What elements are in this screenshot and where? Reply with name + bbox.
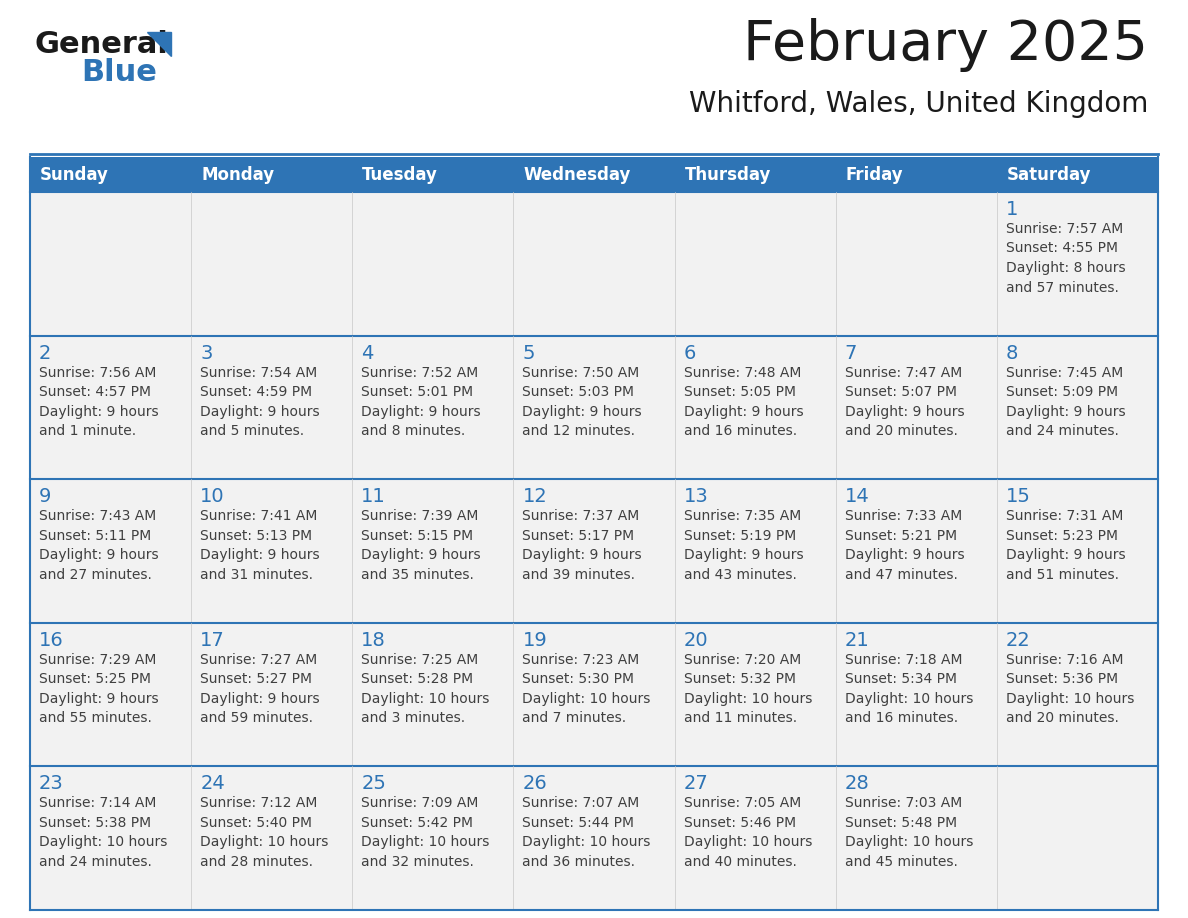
Text: 11: 11 xyxy=(361,487,386,506)
Text: Sunrise: 7:23 AM
Sunset: 5:30 PM
Daylight: 10 hours
and 7 minutes.: Sunrise: 7:23 AM Sunset: 5:30 PM Dayligh… xyxy=(523,653,651,725)
Text: Sunrise: 7:12 AM
Sunset: 5:40 PM
Daylight: 10 hours
and 28 minutes.: Sunrise: 7:12 AM Sunset: 5:40 PM Dayligh… xyxy=(200,797,329,869)
Text: Saturday: Saturday xyxy=(1007,165,1092,184)
Text: 16: 16 xyxy=(39,631,64,650)
Text: Thursday: Thursday xyxy=(684,165,771,184)
Text: Sunrise: 7:27 AM
Sunset: 5:27 PM
Daylight: 9 hours
and 59 minutes.: Sunrise: 7:27 AM Sunset: 5:27 PM Dayligh… xyxy=(200,653,320,725)
Text: Blue: Blue xyxy=(81,58,157,87)
Text: 10: 10 xyxy=(200,487,225,506)
Bar xyxy=(30,479,1158,622)
Text: Sunrise: 7:05 AM
Sunset: 5:46 PM
Daylight: 10 hours
and 40 minutes.: Sunrise: 7:05 AM Sunset: 5:46 PM Dayligh… xyxy=(683,797,811,869)
Text: Sunday: Sunday xyxy=(40,165,109,184)
Text: 12: 12 xyxy=(523,487,548,506)
Text: Sunrise: 7:45 AM
Sunset: 5:09 PM
Daylight: 9 hours
and 24 minutes.: Sunrise: 7:45 AM Sunset: 5:09 PM Dayligh… xyxy=(1006,365,1125,438)
Text: 1: 1 xyxy=(1006,200,1018,219)
Text: February 2025: February 2025 xyxy=(742,18,1148,72)
Bar xyxy=(30,767,1158,910)
Text: Sunrise: 7:03 AM
Sunset: 5:48 PM
Daylight: 10 hours
and 45 minutes.: Sunrise: 7:03 AM Sunset: 5:48 PM Dayligh… xyxy=(845,797,973,869)
Text: 2: 2 xyxy=(39,343,51,363)
Text: 9: 9 xyxy=(39,487,51,506)
Bar xyxy=(30,336,1158,479)
Text: 4: 4 xyxy=(361,343,374,363)
Text: 6: 6 xyxy=(683,343,696,363)
Text: 21: 21 xyxy=(845,631,870,650)
Bar xyxy=(30,622,1158,767)
Text: Sunrise: 7:37 AM
Sunset: 5:17 PM
Daylight: 9 hours
and 39 minutes.: Sunrise: 7:37 AM Sunset: 5:17 PM Dayligh… xyxy=(523,509,642,582)
Text: Sunrise: 7:25 AM
Sunset: 5:28 PM
Daylight: 10 hours
and 3 minutes.: Sunrise: 7:25 AM Sunset: 5:28 PM Dayligh… xyxy=(361,653,489,725)
Text: Wednesday: Wednesday xyxy=(524,165,631,184)
Text: 19: 19 xyxy=(523,631,548,650)
Text: Sunrise: 7:14 AM
Sunset: 5:38 PM
Daylight: 10 hours
and 24 minutes.: Sunrise: 7:14 AM Sunset: 5:38 PM Dayligh… xyxy=(39,797,168,869)
Text: Sunrise: 7:54 AM
Sunset: 4:59 PM
Daylight: 9 hours
and 5 minutes.: Sunrise: 7:54 AM Sunset: 4:59 PM Dayligh… xyxy=(200,365,320,438)
Text: Sunrise: 7:31 AM
Sunset: 5:23 PM
Daylight: 9 hours
and 51 minutes.: Sunrise: 7:31 AM Sunset: 5:23 PM Dayligh… xyxy=(1006,509,1125,582)
Text: Tuesday: Tuesday xyxy=(362,165,438,184)
Text: Sunrise: 7:50 AM
Sunset: 5:03 PM
Daylight: 9 hours
and 12 minutes.: Sunrise: 7:50 AM Sunset: 5:03 PM Dayligh… xyxy=(523,365,642,438)
Text: Sunrise: 7:20 AM
Sunset: 5:32 PM
Daylight: 10 hours
and 11 minutes.: Sunrise: 7:20 AM Sunset: 5:32 PM Dayligh… xyxy=(683,653,811,725)
Text: Friday: Friday xyxy=(846,165,903,184)
Bar xyxy=(30,157,1158,192)
Text: Sunrise: 7:35 AM
Sunset: 5:19 PM
Daylight: 9 hours
and 43 minutes.: Sunrise: 7:35 AM Sunset: 5:19 PM Dayligh… xyxy=(683,509,803,582)
Text: Sunrise: 7:33 AM
Sunset: 5:21 PM
Daylight: 9 hours
and 47 minutes.: Sunrise: 7:33 AM Sunset: 5:21 PM Dayligh… xyxy=(845,509,965,582)
Text: 27: 27 xyxy=(683,775,708,793)
Text: 15: 15 xyxy=(1006,487,1031,506)
Text: 26: 26 xyxy=(523,775,548,793)
Text: Sunrise: 7:07 AM
Sunset: 5:44 PM
Daylight: 10 hours
and 36 minutes.: Sunrise: 7:07 AM Sunset: 5:44 PM Dayligh… xyxy=(523,797,651,869)
Polygon shape xyxy=(147,32,171,56)
Text: Sunrise: 7:47 AM
Sunset: 5:07 PM
Daylight: 9 hours
and 20 minutes.: Sunrise: 7:47 AM Sunset: 5:07 PM Dayligh… xyxy=(845,365,965,438)
Text: 13: 13 xyxy=(683,487,708,506)
Text: General: General xyxy=(34,30,169,59)
Text: 8: 8 xyxy=(1006,343,1018,363)
Text: 18: 18 xyxy=(361,631,386,650)
Text: Sunrise: 7:43 AM
Sunset: 5:11 PM
Daylight: 9 hours
and 27 minutes.: Sunrise: 7:43 AM Sunset: 5:11 PM Dayligh… xyxy=(39,509,159,582)
Text: Whitford, Wales, United Kingdom: Whitford, Wales, United Kingdom xyxy=(689,90,1148,118)
Text: Sunrise: 7:48 AM
Sunset: 5:05 PM
Daylight: 9 hours
and 16 minutes.: Sunrise: 7:48 AM Sunset: 5:05 PM Dayligh… xyxy=(683,365,803,438)
Text: 17: 17 xyxy=(200,631,225,650)
Bar xyxy=(30,192,1158,336)
Text: 24: 24 xyxy=(200,775,225,793)
Text: 28: 28 xyxy=(845,775,870,793)
Text: 25: 25 xyxy=(361,775,386,793)
Text: Sunrise: 7:18 AM
Sunset: 5:34 PM
Daylight: 10 hours
and 16 minutes.: Sunrise: 7:18 AM Sunset: 5:34 PM Dayligh… xyxy=(845,653,973,725)
Text: 7: 7 xyxy=(845,343,857,363)
Text: 22: 22 xyxy=(1006,631,1031,650)
Text: 5: 5 xyxy=(523,343,535,363)
Text: Sunrise: 7:16 AM
Sunset: 5:36 PM
Daylight: 10 hours
and 20 minutes.: Sunrise: 7:16 AM Sunset: 5:36 PM Dayligh… xyxy=(1006,653,1135,725)
Text: 20: 20 xyxy=(683,631,708,650)
Text: Sunrise: 7:09 AM
Sunset: 5:42 PM
Daylight: 10 hours
and 32 minutes.: Sunrise: 7:09 AM Sunset: 5:42 PM Dayligh… xyxy=(361,797,489,869)
Text: Sunrise: 7:56 AM
Sunset: 4:57 PM
Daylight: 9 hours
and 1 minute.: Sunrise: 7:56 AM Sunset: 4:57 PM Dayligh… xyxy=(39,365,159,438)
Text: Sunrise: 7:52 AM
Sunset: 5:01 PM
Daylight: 9 hours
and 8 minutes.: Sunrise: 7:52 AM Sunset: 5:01 PM Dayligh… xyxy=(361,365,481,438)
Text: Sunrise: 7:57 AM
Sunset: 4:55 PM
Daylight: 8 hours
and 57 minutes.: Sunrise: 7:57 AM Sunset: 4:55 PM Dayligh… xyxy=(1006,222,1125,295)
Text: Sunrise: 7:29 AM
Sunset: 5:25 PM
Daylight: 9 hours
and 55 minutes.: Sunrise: 7:29 AM Sunset: 5:25 PM Dayligh… xyxy=(39,653,159,725)
Text: Monday: Monday xyxy=(201,165,274,184)
Text: Sunrise: 7:41 AM
Sunset: 5:13 PM
Daylight: 9 hours
and 31 minutes.: Sunrise: 7:41 AM Sunset: 5:13 PM Dayligh… xyxy=(200,509,320,582)
Text: Sunrise: 7:39 AM
Sunset: 5:15 PM
Daylight: 9 hours
and 35 minutes.: Sunrise: 7:39 AM Sunset: 5:15 PM Dayligh… xyxy=(361,509,481,582)
Text: 3: 3 xyxy=(200,343,213,363)
Text: 23: 23 xyxy=(39,775,64,793)
Text: 14: 14 xyxy=(845,487,870,506)
